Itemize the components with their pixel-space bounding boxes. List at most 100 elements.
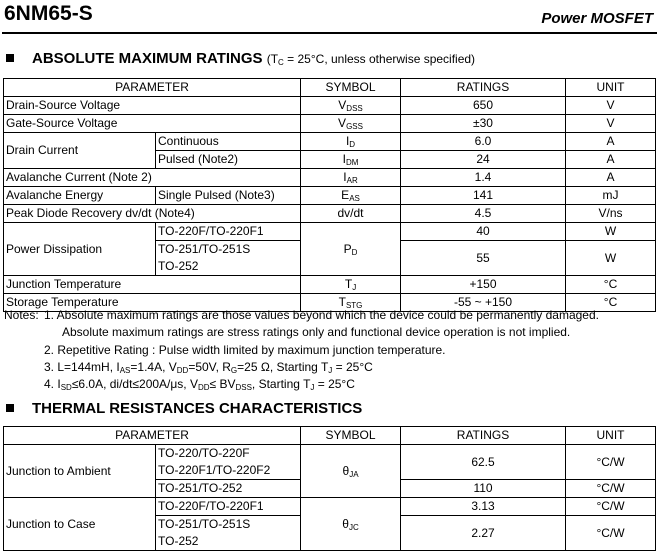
bullet [6,404,14,412]
table-cell: θJC [300,497,402,551]
table-cell: Peak Diode Recovery dv/dt (Note4) [2,204,302,223]
subscript: DSS [346,104,363,113]
table-row: Drain Current Continuous ID 6.0 A [3,132,657,169]
table-row: Junction to Case TO-220F/TO-220F1 θJC 3.13 °… [3,497,657,551]
text: I [342,152,346,166]
text: =1.4A, V [130,360,177,374]
text: P [343,241,352,256]
table-cell: 4.5 [400,204,567,223]
notes-label: Notes: [4,308,39,322]
subscript: J [328,366,333,375]
table-cell: 24 [400,150,567,169]
table-cell: W [565,222,657,241]
table-row: PARAMETER SYMBOL RATINGS UNIT [2,78,657,97]
subscript: AR [346,176,358,185]
text: ≤ BV [209,377,236,391]
text: 3. L=144mH, I [44,360,120,374]
table-cell: Junction to Case [3,497,156,551]
table-cell: Drain-Source Voltage [2,96,302,115]
table-row: Power Dissipation TO-220F/TO-220F1 PD 40 W [3,222,657,276]
table-cell: Avalanche Current (Note 2) [2,168,302,187]
table-row: Storage Temperature TSTG -55 ~ +150 °C [2,293,657,312]
table-cell: Pulsed (Note2) [154,150,302,169]
table-cell: TJ [300,275,402,294]
text: I [343,170,347,184]
subscript: STG [345,301,363,310]
subscript: G [230,366,238,375]
condition: (TC = 25°C, unless otherwise specified) [266,52,475,67]
text: θ [342,516,349,531]
text: 4. I [44,377,61,391]
table-row: TO-252 [4,533,656,551]
subscript: D [349,140,356,149]
text: ≤6.0A, di/dt≤200A/μs, V [71,377,198,391]
table-cell: RATINGS [400,426,567,445]
table-row: Junction Temperature TJ +150 °C [2,275,657,294]
table-cell: V [565,96,657,115]
table-cell: PARAMETER [2,78,302,97]
table-cell: 2.27 [400,515,567,551]
table-cell: Junction Temperature [2,275,302,294]
text: =50V, R [188,360,231,374]
table-cell: 110 [400,479,567,498]
table-cell: 3.13 [400,497,567,516]
table-cell: UNIT [565,78,657,97]
table-cell: IAR [300,168,402,187]
table-row: PARAMETER SYMBOL RATINGS UNIT [2,426,657,445]
table-cell: TO-220/TO-220F [154,444,302,462]
subscript: DSS [235,383,252,392]
table-cell: 650 [400,96,567,115]
table-cell: Single Pulsed (Note3) [154,186,302,205]
text: T [338,295,346,309]
thermal-table: PARAMETER SYMBOL RATINGS UNIT Junction to A… [2,426,657,551]
table-cell: TO-252 [154,258,302,276]
text: T [344,277,353,291]
table-cell: °C/W [565,497,657,516]
table-cell: 40 [400,222,567,241]
table-cell: Junction to Ambient [3,444,156,498]
table-cell: V [565,114,657,133]
table-row: Avalanche Energy Single Pulsed (Note3) EAS… [3,186,657,205]
table-cell: SYMBOL [300,426,402,445]
subtitle: Power MOSFET [541,10,653,27]
table-cell: mJ [565,186,657,205]
table-cell: 6.0 [400,132,567,151]
table-row: TO-251/TO-252 110 °C/W [4,479,657,498]
table-row: Avalanche Current (Note 2) IAR 1.4 A [2,168,657,187]
note: Absolute maximum ratings are stress rati… [62,325,570,339]
divider [2,32,657,34]
table-row: Gate-Source Voltage VGSS ±30 V [2,114,657,133]
note: 2. Repetitive Rating : Pulse width limit… [44,343,446,357]
subscript: DM [345,158,359,167]
table-row: Drain-Source Voltage VDSS 650 V [2,96,657,115]
bullet [6,54,14,62]
table-cell: TSTG [300,293,402,312]
subscript: GSS [346,122,363,131]
table-cell: ±30 [400,114,567,133]
subscript: AS [119,366,131,375]
table-cell: A [565,168,657,187]
table-cell: Storage Temperature [2,293,302,312]
table-cell: TO-220F/TO-220F1 [154,497,302,516]
table-cell: +150 [400,275,567,294]
table-cell: TO-251/TO-252 [154,479,302,498]
subscript: C [278,58,284,67]
subscript: JA [349,469,359,479]
table-cell: dv/dt [300,204,402,223]
subscript: J [352,283,357,292]
table-row: TO-251/TO-251S 2.27 °C/W [4,515,657,551]
note: 1. Absolute maximum ratings are those va… [44,308,599,322]
note: 3. L=144mH, IAS=1.4A, VDD=50V, RG=25 Ω, … [44,360,373,375]
subscript: D [351,247,358,257]
subscript: DD [176,366,189,375]
table-cell: PARAMETER [2,426,302,445]
table-cell: TO-220F1/TO-220F2 [154,462,302,480]
text: = 25°C [332,360,373,374]
text: (T [266,52,279,66]
table-cell: -55 ~ +150 [400,293,567,312]
text: 2. Repetitive Rating : Pulse width limit… [44,343,446,357]
text: =25 Ω, Starting T [237,360,329,374]
subscript: AS [349,194,360,203]
note: 4. ISD≤6.0A, di/dt≤200A/μs, VDD≤ BVDSS, … [44,377,355,392]
